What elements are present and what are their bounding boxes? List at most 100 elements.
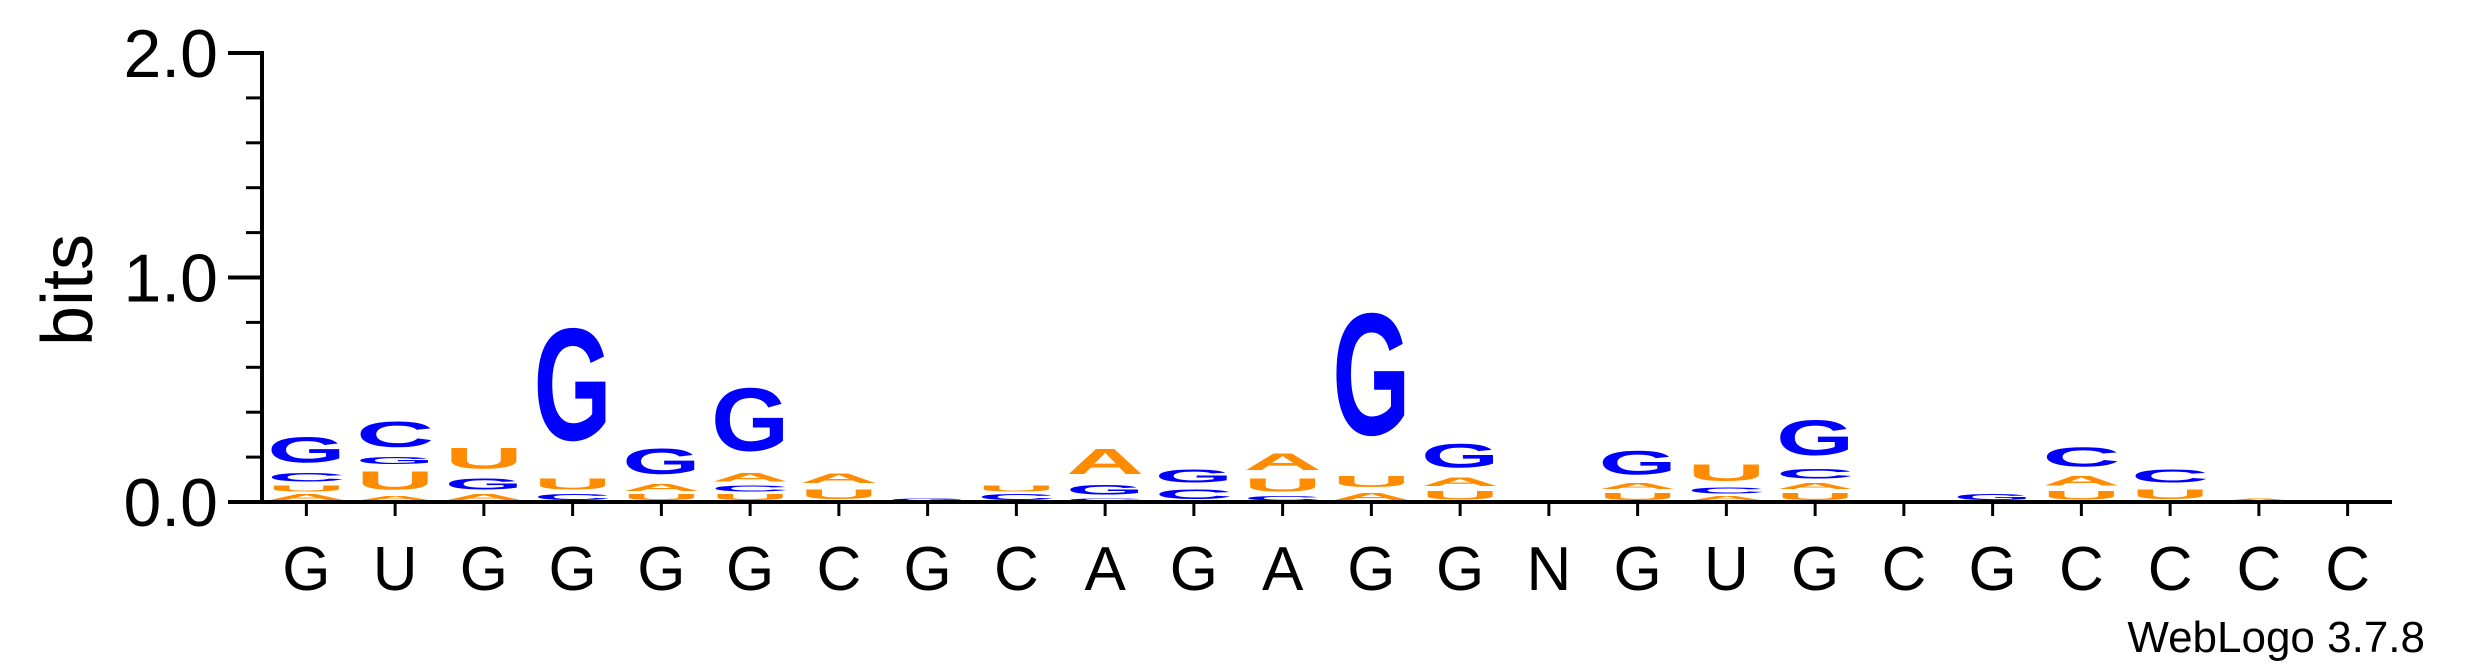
logo-letter: G	[356, 455, 434, 466]
x-tick-label: G	[282, 535, 330, 604]
logo-letter: A	[2220, 498, 2298, 502]
x-tick-label: G	[637, 535, 685, 604]
logo-letter: G	[622, 441, 700, 481]
logo-letter: G	[1155, 466, 1233, 486]
logo-letter: U	[711, 493, 789, 502]
logo-letter: A	[1332, 491, 1410, 502]
stack-column: UAG	[1599, 443, 1677, 502]
logo-letter: A	[622, 482, 700, 493]
x-tick-label: G	[1436, 535, 1484, 604]
logo-letter: A	[1421, 475, 1499, 488]
weblogo-credit: WebLogo 3.7.8	[2127, 613, 2425, 662]
logo-letter: A	[1776, 482, 1854, 491]
logo-letter: G	[445, 475, 523, 493]
x-tick-label: C	[1881, 535, 1926, 604]
stack-column: G	[889, 498, 967, 502]
logo-letter: C	[1155, 486, 1233, 502]
x-tick-label: C	[816, 535, 861, 604]
x-tick-label: G	[460, 535, 508, 604]
y-tick-label: 1.0	[123, 241, 218, 317]
logo-letter: U	[445, 441, 523, 475]
logo-letter: G	[889, 498, 967, 502]
logo-letter: A	[800, 471, 878, 487]
stack-column: AGU	[445, 441, 523, 502]
logo-letter: U	[1421, 489, 1499, 502]
x-tick-label: U	[373, 535, 418, 604]
y-tick-label: 2.0	[123, 16, 218, 92]
logo-letter: G	[267, 430, 345, 470]
logo-letter: C	[711, 484, 789, 493]
logo-letter: U	[1244, 475, 1322, 495]
logo-letter: A	[1244, 448, 1322, 475]
x-tick-label: C	[2325, 535, 2370, 604]
logo-letter: G	[1066, 482, 1144, 498]
x-tick-label: A	[1084, 535, 1126, 604]
logo-letter: G	[1332, 278, 1410, 473]
stack-column: A	[2220, 498, 2298, 502]
logo-letter: C	[534, 493, 612, 502]
stack-column: UC	[2131, 466, 2209, 502]
logo-letter: U	[1776, 491, 1854, 502]
x-tick-label: C	[2059, 535, 2104, 604]
x-tick-label: G	[1614, 535, 1662, 604]
logo-letter: G	[534, 296, 612, 475]
logo-letter: U	[2042, 489, 2120, 502]
logo-letter: G	[1599, 443, 1677, 481]
logo-letter: U	[356, 466, 434, 495]
x-tick-label: C	[994, 535, 1039, 604]
logo-letter: U	[267, 484, 345, 493]
x-tick-label: N	[1526, 535, 1571, 604]
x-tick-label: G	[726, 535, 774, 604]
logo-letter: A	[1599, 482, 1677, 491]
logo-letter: C	[2042, 441, 2120, 473]
stack-column: UAG	[1421, 437, 1499, 502]
logo-letter: C	[1687, 486, 1765, 495]
stack-column: CG	[1155, 466, 1233, 502]
x-tick-label: U	[1704, 535, 1749, 604]
logo-letter: G	[1421, 437, 1499, 475]
logo-letter: U	[800, 486, 878, 502]
logo-letter: C	[356, 415, 434, 455]
x-tick-label: C	[2148, 535, 2193, 604]
logo-letter: C	[1066, 498, 1144, 502]
logo-letter: A	[356, 495, 434, 502]
x-tick-label: G	[1969, 535, 2017, 604]
logo-letter: U	[1687, 459, 1765, 486]
stack-column: UAG	[622, 441, 700, 502]
stack-column: CGA	[1066, 442, 1144, 502]
logo-letter: G	[1954, 493, 2032, 502]
logo-letter: U	[977, 484, 1055, 493]
y-axis-label: bits	[28, 234, 108, 346]
stack-column: CUG	[534, 296, 612, 502]
stack-column: AUG	[1332, 278, 1410, 502]
logo-letter: U	[1332, 473, 1410, 491]
x-tick-label: G	[549, 535, 597, 604]
logo-letter: U	[1599, 491, 1677, 502]
logo-letter: A	[1687, 495, 1765, 502]
y-axis: 0.0 1.0 2.0	[123, 16, 264, 541]
logo-letter: G	[711, 370, 789, 470]
logo-letter: C	[977, 493, 1055, 502]
x-tick-label: C	[2236, 535, 2281, 604]
logo-letter: U	[2131, 486, 2209, 502]
logo-letter: A	[267, 493, 345, 502]
stack-column: CUA	[1244, 448, 1322, 502]
x-tick-label: G	[904, 535, 952, 604]
logo-letter: C	[267, 471, 345, 484]
x-tick-label: G	[1791, 535, 1839, 604]
y-tick-label: 0.0	[123, 465, 218, 541]
x-tick-label: A	[1262, 535, 1304, 604]
x-tick-label: G	[1170, 535, 1218, 604]
logo-letter: A	[1066, 442, 1144, 482]
logo-letter: A	[2042, 473, 2120, 489]
logo-letter: C	[1776, 466, 1854, 482]
logo-letter: A	[445, 493, 523, 502]
logo-letter: U	[622, 493, 700, 502]
stack-column: CU	[977, 484, 1055, 502]
